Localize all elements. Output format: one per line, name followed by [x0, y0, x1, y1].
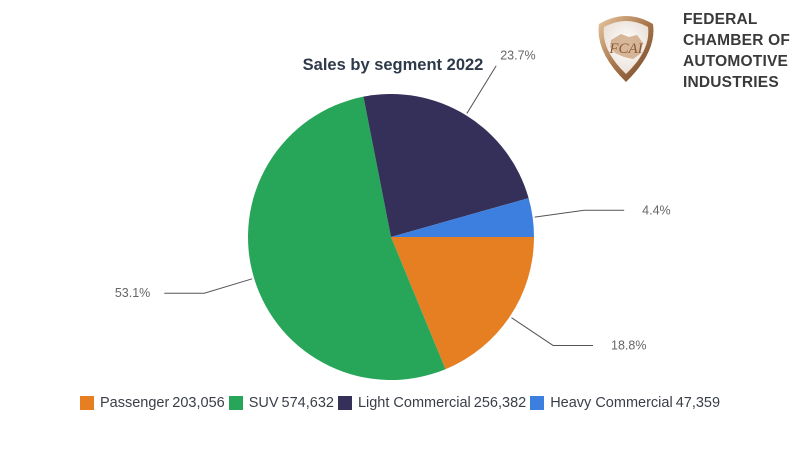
pie-slice-light-commercial	[363, 94, 529, 238]
data-label: 18.8%	[611, 338, 646, 352]
data-label: 4.4%	[642, 203, 671, 217]
chart-title: Sales by segment 2022	[302, 56, 484, 74]
leader-line	[511, 317, 594, 346]
legend-label: SUV	[248, 395, 279, 411]
pie-labels: 18.8% 53.1% 23.7% 4.4%	[115, 49, 671, 353]
legend-item: Heavy Commercial 47,359	[530, 395, 720, 411]
organization-name: FEDERAL CHAMBER OF AUTOMOTIVE INDUSTRIES	[683, 9, 798, 93]
legend-swatch	[228, 396, 243, 410]
pie-slice-heavy-commercial	[391, 198, 534, 237]
legend-label: Heavy Commercial	[550, 395, 673, 411]
legend-item: Light Commercial 256,382	[337, 395, 527, 411]
leader-line	[466, 65, 497, 114]
pie-chart: 18.8% 53.1% 23.7% 4.4%	[115, 49, 671, 381]
pie-slice-suv	[247, 96, 446, 381]
legend-value: 47,359	[675, 395, 721, 411]
legend-label: Passenger	[99, 395, 170, 411]
legend-item: SUV 574,632	[228, 395, 334, 411]
legend-swatch	[530, 396, 545, 410]
logo-text: FCAI	[608, 41, 643, 57]
legend-label: Light Commercial	[357, 395, 471, 411]
pie-slices	[247, 94, 534, 381]
data-label: 53.1%	[115, 286, 150, 300]
legend-value: 574,632	[281, 395, 334, 411]
legend-swatch	[337, 396, 352, 410]
data-label: 23.7%	[500, 49, 535, 63]
fcai-logo: FCAI	[593, 10, 659, 84]
legend-swatch	[79, 396, 94, 410]
leader-line	[164, 278, 253, 294]
org-name-line: AUTOMOTIVE	[683, 53, 789, 70]
legend-value: 203,056	[172, 395, 225, 411]
org-name-line: CHAMBER OF	[683, 32, 791, 49]
org-name-line: INDUSTRIES	[683, 74, 779, 91]
legend-value: 256,382	[473, 395, 527, 411]
org-name-line: FEDERAL	[683, 11, 758, 28]
leader-line	[534, 209, 625, 218]
chart-legend: Passenger 203,056 SUV 574,632 Light Commerci…	[0, 395, 800, 411]
pie-slice-passenger	[391, 237, 534, 370]
legend-item: Passenger 203,056	[79, 395, 225, 411]
